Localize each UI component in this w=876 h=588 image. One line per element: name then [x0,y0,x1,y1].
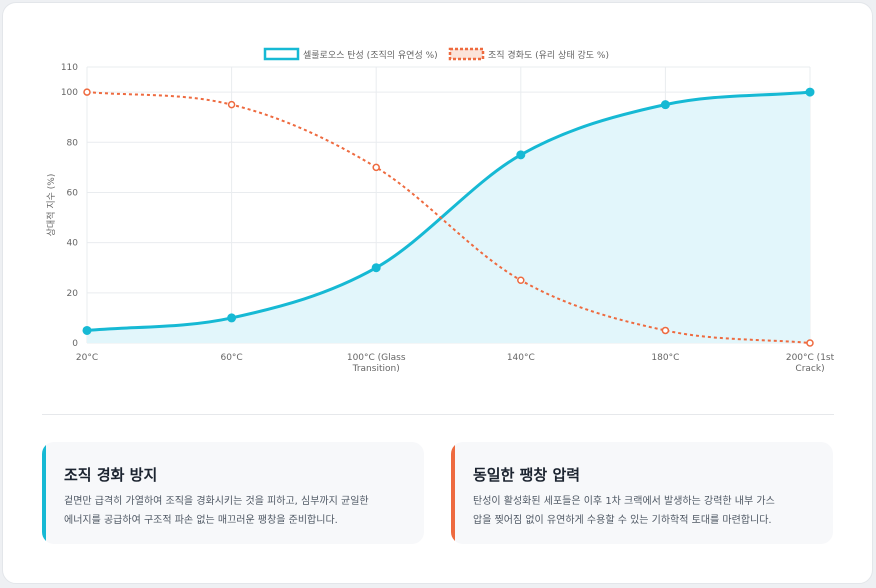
hardening-point[interactable] [227,100,236,109]
x-tick-label: 20°C [76,353,98,363]
hardening-point[interactable] [806,339,814,347]
hardening-point[interactable] [83,88,91,96]
x-tick-label: 200°C (1st Crack) [786,353,835,374]
x-tick-label-line: Transition) [352,364,400,374]
y-tick-label: 80 [67,138,79,148]
y-tick-label: 100 [61,88,78,98]
x-tick-label-line: 180°C [651,353,679,363]
y-tick-label: 0 [72,339,78,349]
chart-point-layer [82,87,815,347]
line-chart: 0 20 40 60 80 100 110 20°C 60°C 100°C (Glass Trans… [45,47,835,374]
elasticity-point[interactable] [371,263,381,273]
info-card-body-line: 겉면만 급격히 가열하여 조직을 경화시키는 것을 피하고, 심부까지 균일한 [64,496,369,507]
elasticity-area [87,92,810,343]
legend-label: 셀룰로오스 탄성 (조직의 유연성 %) [303,50,438,61]
hardening-point[interactable] [661,326,670,335]
info-card-hardening-prevention: 조직 경화 방지 겉면만 급격히 가열하여 조직을 경화시키는 것을 피하고, … [42,442,424,544]
elasticity-point[interactable] [805,87,815,97]
x-tick-label: 180°C [651,353,679,363]
elasticity-point[interactable] [227,313,237,323]
y-axis-title: 상대적 지수 (%) [45,174,57,237]
info-card-title: 조직 경화 방지 [64,466,158,484]
y-tick-label: 60 [67,188,79,198]
x-tick-label-line: 60°C [220,353,242,363]
chart-legend[interactable]: 셀룰로오스 탄성 (조직의 유연성 %) 조직 경화도 (유리 상태 강도 %) [263,47,609,61]
elasticity-line [86,90,811,332]
info-card-body-line: 압을 찢어짐 없이 유연하게 수용할 수 있는 기하학적 토대를 마련합니다. [473,515,772,526]
y-tick-label: 20 [67,289,79,299]
info-card-body: 겉면만 급격히 가열하여 조직을 경화시키는 것을 피하고, 심부까지 균일한 … [64,492,408,530]
x-tick-label-line: 100°C (Glass [347,353,406,363]
info-card-body-line: 탄성이 활성화된 세포들은 이후 1차 크랙에서 발생하는 강력한 내부 가스 [473,496,775,507]
section-divider [42,414,834,415]
x-tick-label: 100°C (Glass Transition) [347,353,406,374]
info-card-title: 동일한 팽창 압력 [473,466,581,484]
info-card-accent-bar [451,442,455,544]
hardening-point[interactable] [372,163,380,172]
y-tick-label: 40 [67,239,79,249]
legend-label: 조직 경화도 (유리 상태 강도 %) [488,49,609,61]
legend-swatch [263,47,300,61]
hardening-point[interactable] [517,276,525,285]
info-card-body-line: 에너지를 공급하여 구조적 파손 없는 매끄러운 팽창을 준비합니다. [64,515,338,526]
info-card-expansion-pressure: 동일한 팽창 압력 탄성이 활성화된 세포들은 이후 1차 크랙에서 발생하는 … [451,442,833,544]
elasticity-point[interactable] [82,325,92,335]
x-tick-label-line: Crack) [795,364,824,374]
x-tick-label-line: 200°C (1st [786,353,835,363]
x-tick-label-line: 140°C [507,353,535,363]
info-card-accent-bar [42,442,46,544]
legend-swatch [448,47,485,61]
chart-area-layer [87,92,810,343]
chart-axis-layer: 0 20 40 60 80 100 110 20°C 60°C 100°C (Glass Trans… [45,63,835,374]
y-tick-label: 110 [61,63,78,73]
hardening-line [86,91,811,344]
x-tick-label: 60°C [220,353,242,363]
elasticity-point[interactable] [660,100,670,110]
chart-line-layer [86,90,811,344]
x-tick-label: 140°C [507,353,535,363]
x-tick-label-line: 20°C [76,353,98,363]
legend-item-hardening[interactable]: 조직 경화도 (유리 상태 강도 %) [448,47,609,61]
legend-item-elasticity[interactable]: 셀룰로오스 탄성 (조직의 유연성 %) [263,47,438,61]
elasticity-point[interactable] [516,150,526,160]
info-card-body: 탄성이 활성화된 세포들은 이후 1차 크랙에서 발생하는 강력한 내부 가스 … [473,492,817,530]
